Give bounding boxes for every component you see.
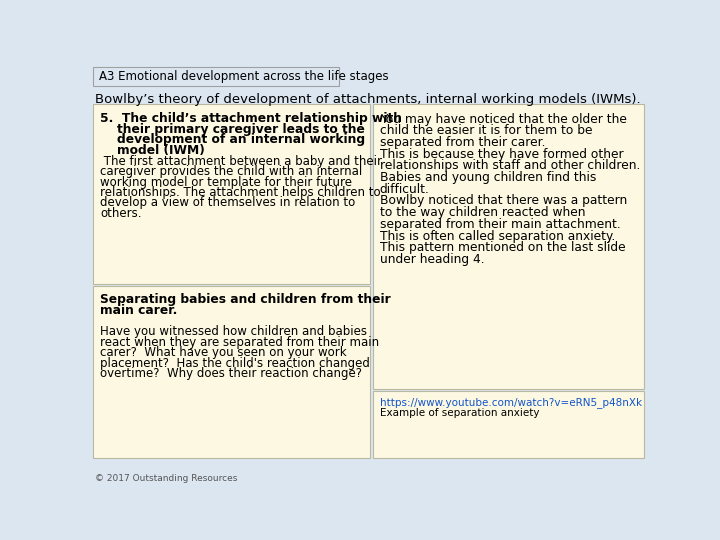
Text: their primary caregiver leads to the: their primary caregiver leads to the [100, 123, 365, 136]
Text: separated from their carer.: separated from their carer. [380, 136, 545, 149]
Text: develop a view of themselves in relation to: develop a view of themselves in relation… [100, 197, 356, 210]
Text: to the way children reacted when: to the way children reacted when [380, 206, 585, 219]
Text: The first attachment between a baby and their: The first attachment between a baby and … [100, 155, 382, 168]
Text: caregiver provides the child with an internal: caregiver provides the child with an int… [100, 165, 362, 178]
Text: Separating babies and children from their: Separating babies and children from thei… [100, 294, 391, 307]
Text: react when they are separated from their main: react when they are separated from their… [100, 336, 379, 349]
Text: under heading 4.: under heading 4. [380, 253, 485, 266]
FancyBboxPatch shape [93, 67, 339, 85]
Text: This is because they have formed other: This is because they have formed other [380, 147, 624, 161]
Text: model (IWM): model (IWM) [100, 144, 204, 157]
FancyBboxPatch shape [373, 104, 644, 389]
Text: © 2017 Outstanding Resources: © 2017 Outstanding Resources [96, 475, 238, 483]
Text: relationships with staff and other children.: relationships with staff and other child… [380, 159, 640, 172]
Text: You may have noticed that the older the: You may have noticed that the older the [380, 112, 626, 125]
Text: Bowlby’s theory of development of attachments, internal working models (IWMs).: Bowlby’s theory of development of attach… [96, 92, 641, 105]
Text: https://www.youtube.com/watch?v=eRN5_p48nXk: https://www.youtube.com/watch?v=eRN5_p48… [380, 397, 642, 408]
Text: working model or template for their future: working model or template for their futu… [100, 176, 352, 188]
FancyBboxPatch shape [93, 104, 370, 284]
Text: Have you witnessed how children and babies: Have you witnessed how children and babi… [100, 326, 367, 339]
Text: placement?  Has the child's reaction changed: placement? Has the child's reaction chan… [100, 356, 370, 369]
Text: separated from their main attachment.: separated from their main attachment. [380, 218, 621, 231]
Text: overtime?  Why does their reaction change?: overtime? Why does their reaction change… [100, 367, 362, 380]
Text: child the easier it is for them to be: child the easier it is for them to be [380, 124, 593, 137]
Text: 5.  The child’s attachment relationship with: 5. The child’s attachment relationship w… [100, 112, 402, 125]
FancyBboxPatch shape [93, 286, 370, 458]
Text: Bowlby noticed that there was a pattern: Bowlby noticed that there was a pattern [380, 194, 627, 207]
Text: development of an internal working: development of an internal working [100, 133, 365, 146]
Text: This is often called separation anxiety.: This is often called separation anxiety. [380, 230, 615, 242]
FancyBboxPatch shape [373, 390, 644, 458]
Text: relationships. The attachment helps children to: relationships. The attachment helps chil… [100, 186, 381, 199]
Text: This pattern mentioned on the last slide: This pattern mentioned on the last slide [380, 241, 626, 254]
Text: difficult.: difficult. [380, 183, 430, 196]
Text: Example of separation anxiety: Example of separation anxiety [380, 408, 539, 418]
Text: carer?  What have you seen on your work: carer? What have you seen on your work [100, 346, 347, 359]
Text: A3 Emotional development across the life stages: A3 Emotional development across the life… [99, 70, 389, 83]
Text: main carer.: main carer. [100, 304, 177, 318]
Text: others.: others. [100, 207, 142, 220]
Text: Babies and young children find this: Babies and young children find this [380, 171, 596, 184]
